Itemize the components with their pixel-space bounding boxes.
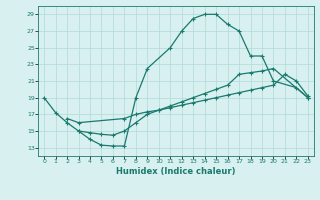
X-axis label: Humidex (Indice chaleur): Humidex (Indice chaleur) bbox=[116, 167, 236, 176]
